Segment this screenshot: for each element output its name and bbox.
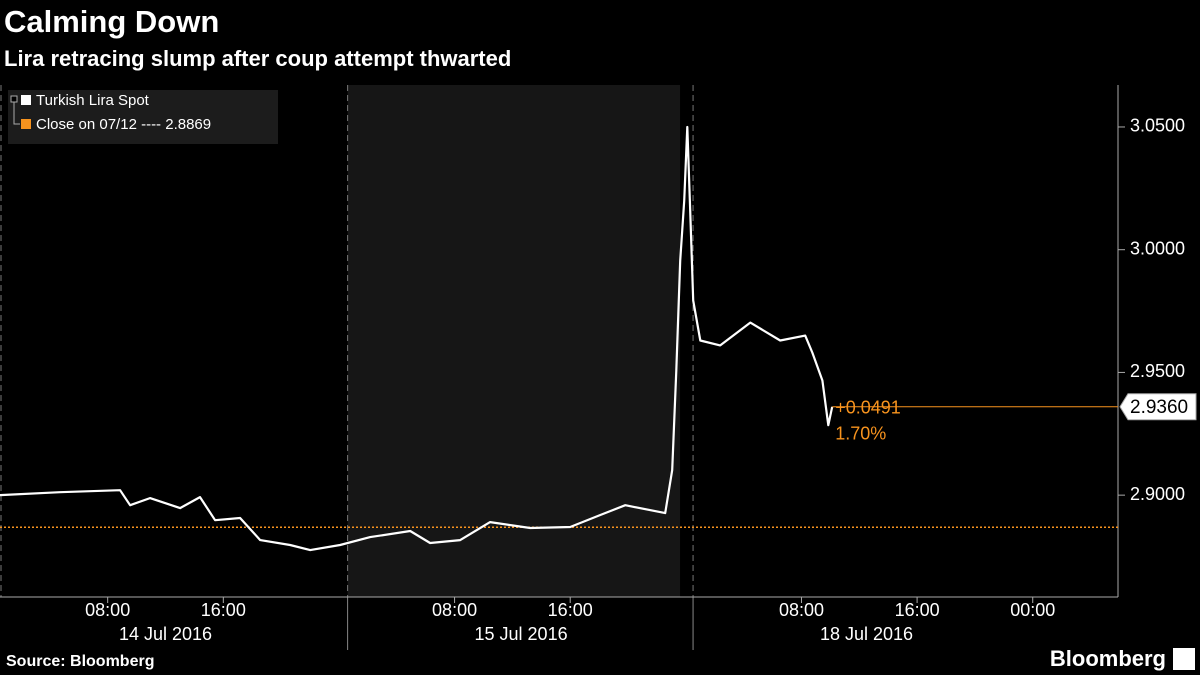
series-line [0,125,834,552]
shaded-day [347,85,681,597]
legend-tree-node [10,95,18,103]
legend-label: Turkish Lira Spot [36,92,150,109]
x-tick-label: 16:00 [201,600,246,620]
y-tick-label: 3.0500 [1130,116,1185,136]
date-label: 18 Jul 2016 [820,624,913,644]
date-label: 15 Jul 2016 [475,624,568,644]
plot-area: 2.9000 2.9500 3.0000 3.0500 08:00 16:00 08:00 1… [0,85,1197,650]
x-tick-label: 00:00 [1010,600,1055,620]
annotation: +0.0491 [835,398,901,418]
x-tick-label: 16:00 [548,600,593,620]
date-label: 14 Jul 2016 [119,624,212,644]
x-tick-label: 08:00 [85,600,130,620]
legend-box [8,90,278,144]
x-tick-label: 16:00 [895,600,940,620]
y-tick-label: 3.0000 [1130,238,1185,258]
last-value-label: 2.9360 [1130,397,1188,418]
y-tick-label: 2.9500 [1130,361,1185,381]
legend: Turkish Lira Spot Close on 07/12 ---- 2.8… [8,90,278,144]
legend-tree [13,99,20,125]
x-tick-label: 08:00 [432,600,477,620]
legend-label: Close on 07/12 ---- 2.8869 [36,116,211,133]
legend-swatch [21,119,31,129]
chart-title: Calming Down [4,4,219,39]
brand: Bloomberg [1050,646,1166,671]
brand-icon [1173,648,1195,670]
legend-swatch [21,95,31,105]
chart-subtitle: Lira retracing slump after coup attempt … [4,46,511,71]
last-value-box [1119,393,1197,421]
source: Source: Bloomberg [6,653,154,670]
x-tick-label: 08:00 [779,600,824,620]
y-tick-label: 2.9000 [1130,484,1185,504]
annotation: 1.70% [835,424,886,444]
